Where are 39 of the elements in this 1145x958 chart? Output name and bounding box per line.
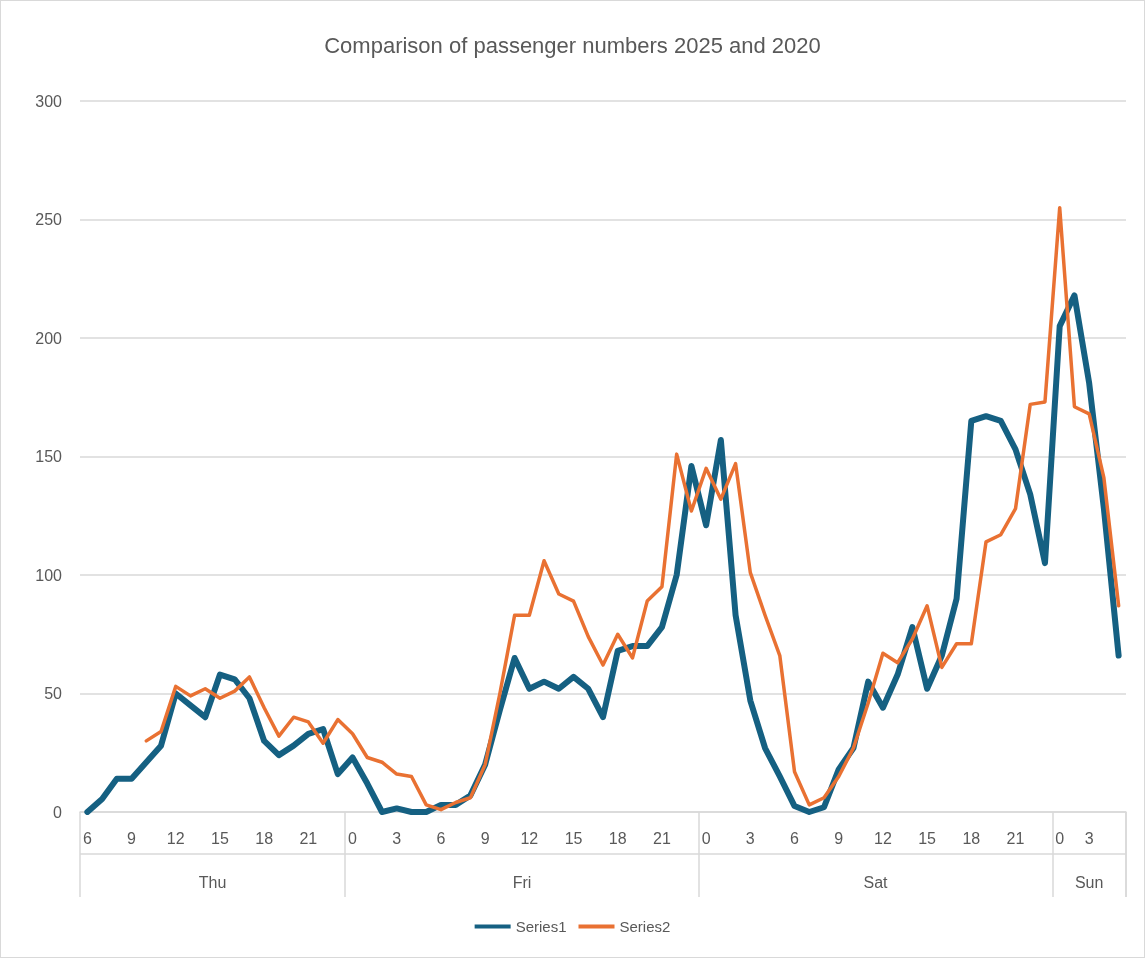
chart-title: Comparison of passenger numbers 2025 and 2020 bbox=[324, 32, 821, 58]
x-tick-label: 15 bbox=[211, 829, 229, 847]
x-tick-label: 12 bbox=[166, 829, 185, 847]
x-tick-label: 6 bbox=[436, 829, 446, 847]
x-tick-label: 3 bbox=[392, 829, 402, 847]
x-tick-label: 0 bbox=[1055, 829, 1065, 847]
y-tick-label: 150 bbox=[35, 448, 63, 465]
y-tick-label: 200 bbox=[35, 329, 63, 347]
text: Fri bbox=[512, 873, 532, 891]
text: Sun bbox=[1074, 873, 1104, 891]
y-tick-label: 250 bbox=[35, 211, 63, 228]
x-tick-label: 18 bbox=[255, 829, 274, 847]
y-tick-label: 300 bbox=[35, 92, 63, 110]
x-tick-label: 21 bbox=[653, 829, 671, 847]
x-tick-label: 0 bbox=[348, 829, 358, 847]
y-tick-label: 50 bbox=[44, 685, 63, 702]
x-tick-label: 18 bbox=[962, 829, 981, 847]
y-tick-label: 0 bbox=[53, 803, 63, 821]
x-tick-label: 6 bbox=[790, 829, 800, 847]
x-tick-label: 3 bbox=[745, 829, 755, 847]
x-tick-label: 12 bbox=[874, 829, 892, 847]
legend-label: Series2 bbox=[619, 918, 671, 935]
x-tick-label: 21 bbox=[299, 829, 318, 847]
x-tick-label: 15 bbox=[564, 829, 583, 847]
x-tick-label: 21 bbox=[1006, 829, 1025, 847]
text: Thu bbox=[198, 873, 227, 891]
x-tick-label: 0 bbox=[701, 829, 711, 847]
x-tick-label: 6 bbox=[82, 829, 92, 847]
x-tick-label: 9 bbox=[834, 829, 844, 847]
x-tick-label: 18 bbox=[608, 829, 627, 847]
text: Sat bbox=[863, 873, 889, 891]
x-tick-label: 3 bbox=[1084, 829, 1094, 847]
x-tick-label: 12 bbox=[520, 829, 539, 847]
x-tick-label: 9 bbox=[127, 829, 137, 847]
x-tick-label: 9 bbox=[480, 829, 490, 847]
line-series bbox=[144, 205, 1121, 812]
x-tick-label: 15 bbox=[918, 829, 937, 847]
legend-label: Series1 bbox=[515, 918, 567, 935]
y-tick-label: 100 bbox=[35, 566, 63, 584]
